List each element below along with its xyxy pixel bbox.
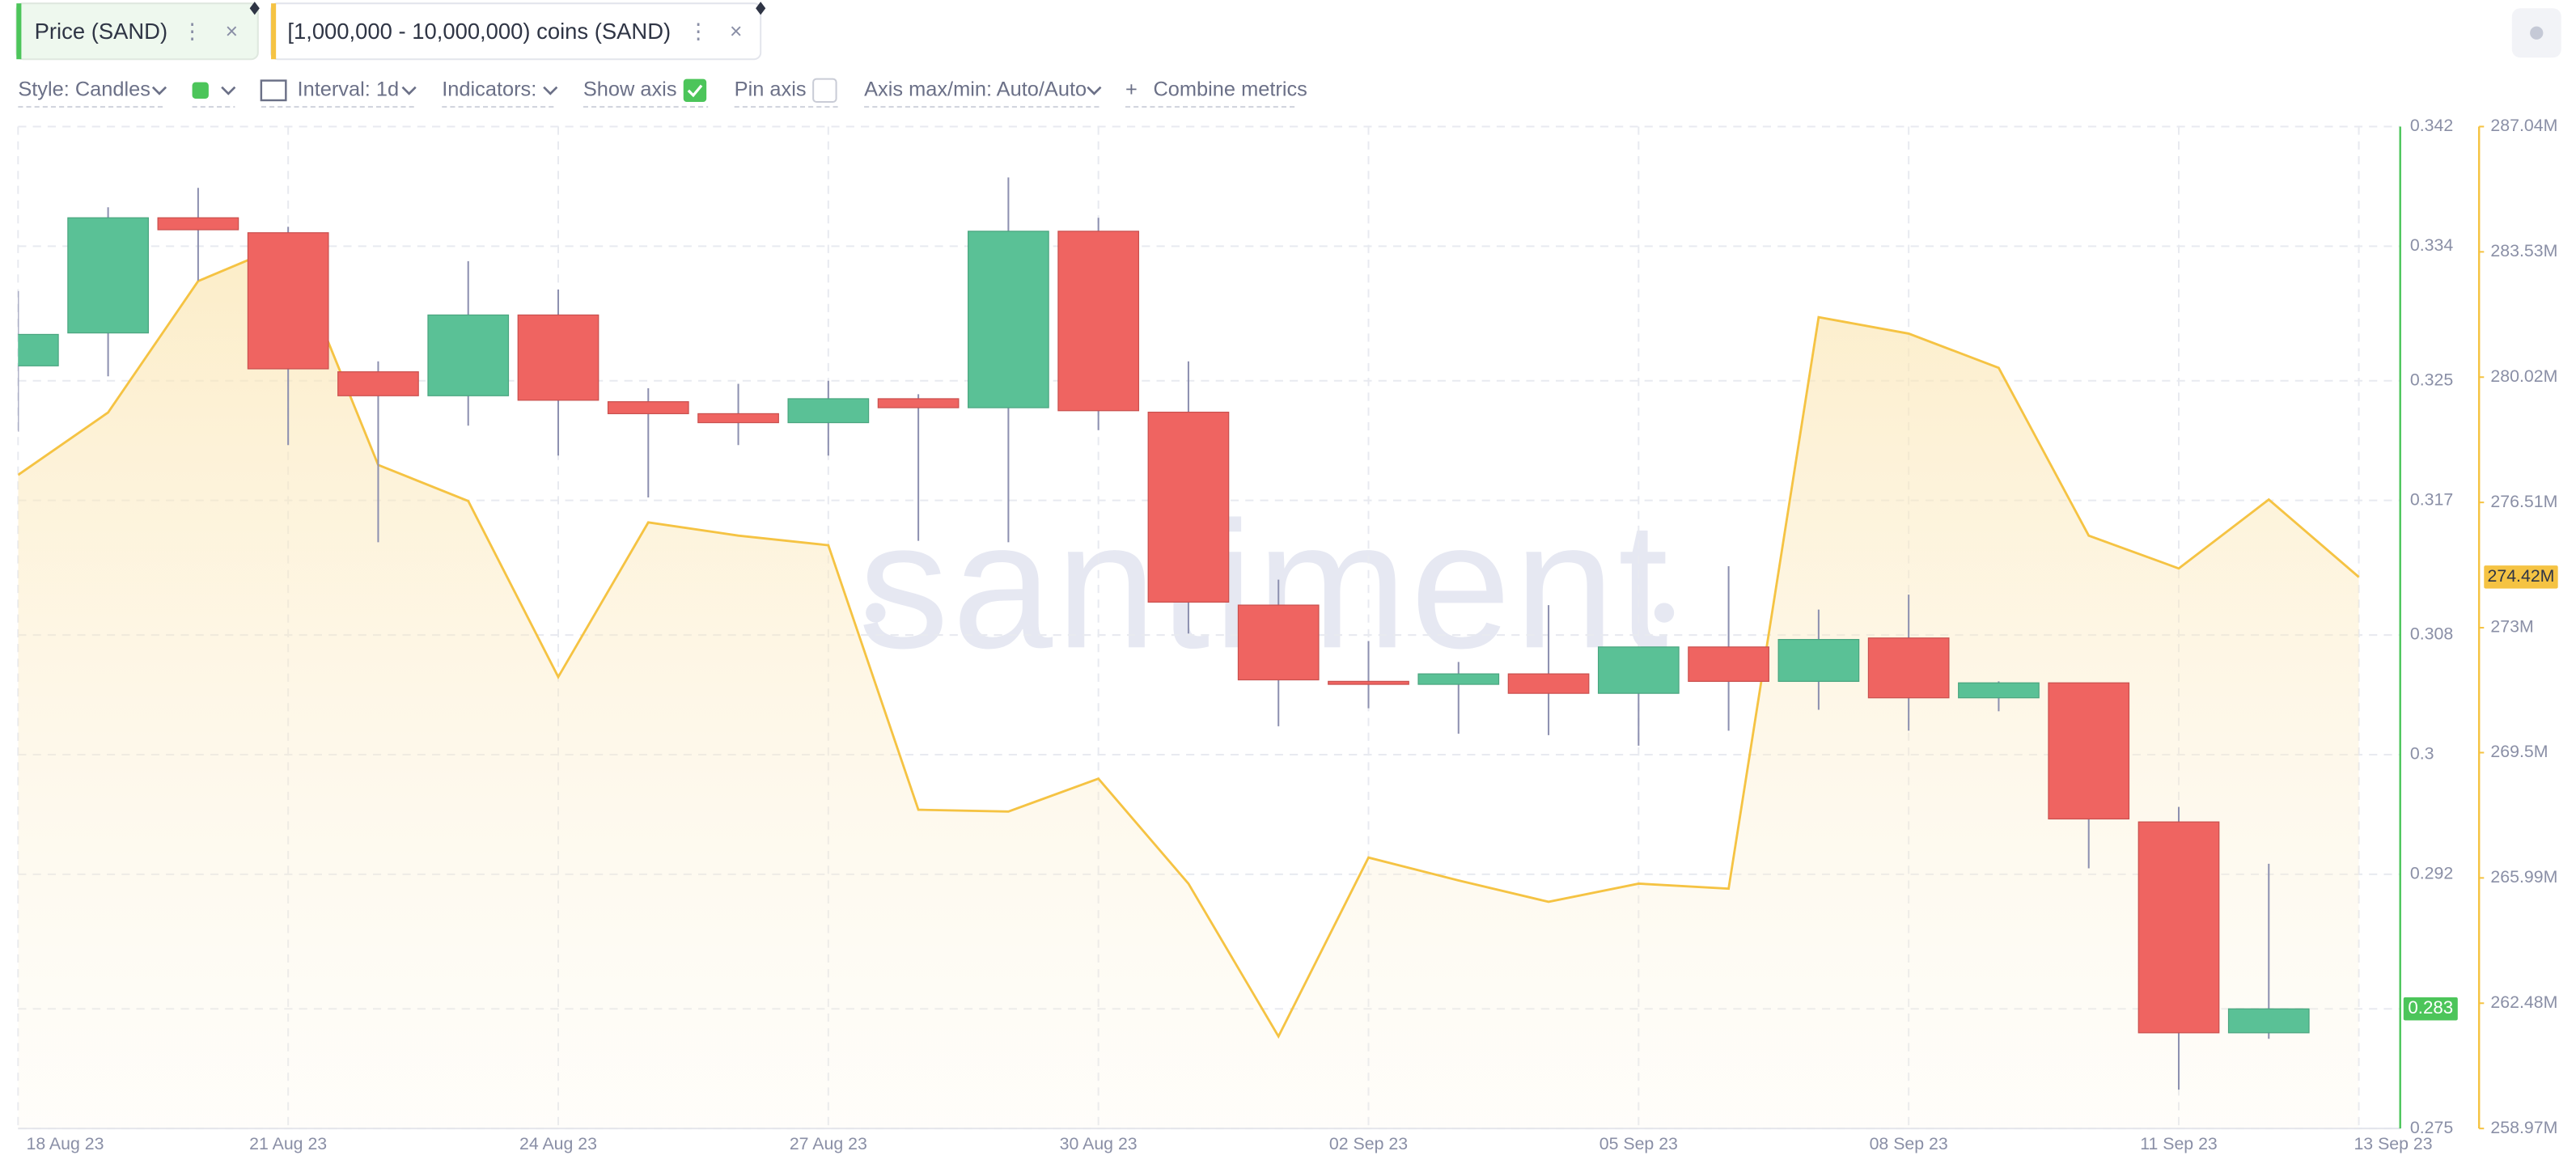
- drag-handle[interactable]: [756, 2, 766, 15]
- series-layer: [18, 241, 2360, 1129]
- color-picker[interactable]: [192, 82, 209, 99]
- record-button[interactable]: [2511, 8, 2561, 58]
- candle-body-up: [1958, 682, 2040, 699]
- candle-body-down: [697, 413, 779, 424]
- candle-body-down: [2137, 821, 2220, 1034]
- plot-area: santiment0.2750.2830.2920.30.3080.3170.3…: [17, 116, 2558, 1153]
- candle-body-down: [1147, 411, 1230, 603]
- interval-icon: [260, 79, 287, 102]
- y2-tick-label: 262.48M: [2490, 992, 2557, 1012]
- tab-close-icon[interactable]: ×: [730, 19, 742, 44]
- last-price-tag: [2403, 997, 2458, 1021]
- show-axis-checkbox[interactable]: [683, 78, 707, 103]
- y2-tick-label: 276.51M: [2490, 492, 2557, 511]
- watermark-dot: [1654, 603, 1675, 623]
- x-tick-label: 30 Aug 23: [1060, 1134, 1138, 1153]
- x-tick-label: 11 Sep 23: [2140, 1134, 2218, 1153]
- tab-label: [1,000,000 - 10,000,000) coins (SAND): [287, 19, 671, 44]
- y-tick-label: 0.325: [2410, 370, 2453, 389]
- x-tick-label: 08 Sep 23: [1870, 1134, 1948, 1153]
- chevron: [401, 86, 417, 95]
- y2-tick-label: 287.04M: [2490, 116, 2557, 135]
- watermark-dot: [866, 603, 886, 623]
- last-value-tag: [2484, 565, 2558, 589]
- show-axis-label[interactable]: Show axis: [583, 78, 677, 101]
- y2-tick-label: 258.97M: [2490, 1118, 2557, 1137]
- y-tick-label: 0.342: [2410, 116, 2453, 135]
- y2-tick-label: 280.02M: [2490, 366, 2557, 386]
- candle-body-up: [1417, 673, 1500, 685]
- y-tick-label: 0.308: [2410, 624, 2453, 644]
- candle-body-down: [1237, 604, 1320, 681]
- y-tick-label: 0.3: [2410, 744, 2434, 764]
- candle-body-up: [1597, 646, 1680, 694]
- x-tick-label: 13 Sep 23: [2354, 1134, 2432, 1153]
- line: [18, 241, 2360, 1039]
- tab-menu-icon[interactable]: ⋮: [688, 19, 709, 44]
- tab-label: Price (SAND): [35, 19, 167, 44]
- y-tick-label: 0.275: [2410, 1118, 2453, 1137]
- checkbox-box: [812, 78, 837, 104]
- candle-body-down: [1867, 637, 1950, 699]
- pin-axis-label[interactable]: Pin axis: [735, 78, 807, 101]
- checkbox-box: [683, 78, 707, 103]
- candle-body-down: [1328, 680, 1409, 685]
- last-price-label: 0.283: [2408, 997, 2453, 1018]
- y-tick-label: 0.317: [2410, 489, 2453, 509]
- axis-range-select[interactable]: Axis max/min: Auto/Auto: [864, 78, 1087, 101]
- series-layer: [18, 177, 2310, 1090]
- tab-menu-icon[interactable]: ⋮: [181, 19, 202, 44]
- x-tick-label: 21 Aug 23: [249, 1134, 327, 1153]
- last-value-label: 274.42M: [2487, 566, 2554, 586]
- x-tick-label: 24 Aug 23: [519, 1134, 597, 1153]
- interval-select[interactable]: Interval: 1d: [298, 78, 400, 101]
- candle-body-up: [2227, 1008, 2310, 1034]
- candle-body-up: [1777, 638, 1860, 682]
- candle-body-up: [18, 333, 59, 366]
- metric-tab[interactable]: Price (SAND) ⋮ ×: [15, 2, 260, 61]
- candle-body-down: [877, 398, 960, 408]
- x-tick-label: 02 Sep 23: [1329, 1134, 1408, 1153]
- y-tick-label: 0.334: [2410, 235, 2453, 255]
- candle-body-down: [517, 314, 600, 401]
- toolbar: Style: Candles Interval: 1d Indicators: …: [18, 78, 1307, 108]
- checkmark: [687, 84, 703, 98]
- x-tick-label: 27 Aug 23: [790, 1134, 867, 1153]
- metric-tab[interactable]: [1,000,000 - 10,000,000) coins (SAND) ⋮ …: [270, 2, 766, 61]
- tab-close-icon[interactable]: ×: [226, 19, 238, 44]
- indicators-select[interactable]: Indicators:: [442, 78, 536, 101]
- chevron: [1087, 86, 1102, 95]
- candle-body-down: [2048, 682, 2130, 820]
- style-select[interactable]: Style: Candles: [18, 78, 150, 101]
- chevron: [151, 86, 167, 95]
- y2-tick-label: 265.99M: [2490, 867, 2557, 887]
- candle-body-down: [1688, 646, 1769, 682]
- y-tick-label: 0.292: [2410, 863, 2453, 882]
- candle-body-up: [427, 314, 510, 396]
- candle-body-down: [247, 232, 329, 370]
- combine-metrics-button[interactable]: Combine metrics: [1153, 78, 1307, 101]
- candle-body-down: [1057, 231, 1140, 412]
- pin-axis-checkbox[interactable]: [812, 78, 837, 104]
- candle-body-up: [67, 217, 149, 334]
- area-fill: [18, 243, 2359, 1129]
- x-tick-label: 05 Sep 23: [1599, 1134, 1678, 1153]
- y2-tick-label: 273M: [2490, 617, 2533, 637]
- candle-body-down: [607, 401, 689, 415]
- y2-tick-label: 269.5M: [2490, 742, 2548, 761]
- candle-body-down: [1507, 673, 1590, 694]
- candle-body-down: [157, 217, 239, 231]
- plus-icon: +: [1125, 78, 1138, 101]
- x-tick-label: 18 Aug 23: [26, 1134, 104, 1153]
- y2-tick-label: 283.53M: [2490, 241, 2557, 260]
- chevron: [221, 86, 236, 95]
- candle-body-up: [968, 231, 1049, 408]
- candle-body-down: [337, 371, 419, 396]
- candle-body-up: [787, 398, 870, 424]
- chevron: [543, 86, 558, 95]
